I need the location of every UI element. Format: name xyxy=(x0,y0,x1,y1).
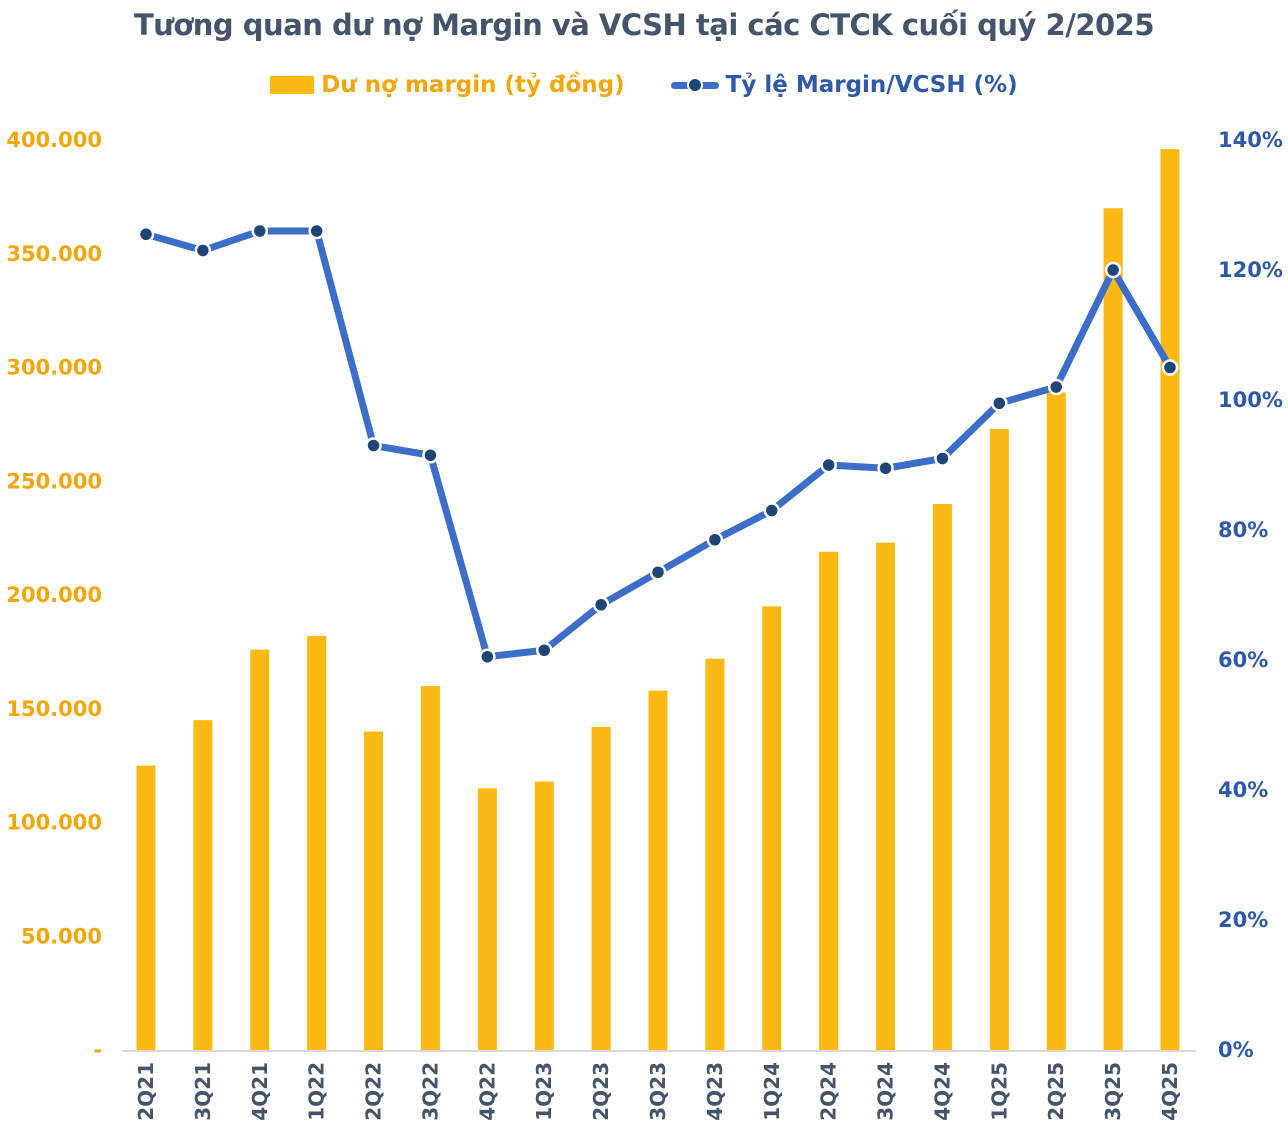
chart-title: Tương quan dư nợ Margin và VCSH tại các … xyxy=(133,8,1155,42)
left-axis-tick-label: 50.000 xyxy=(21,924,102,948)
legend-label-margin-debt: Dư nợ margin (tỷ đồng) xyxy=(321,72,625,98)
x-axis-tick-label-3Q24: 3Q24 xyxy=(874,1062,898,1121)
bar-4Q23 xyxy=(705,658,725,1050)
x-axis-tick-label-1Q22: 1Q22 xyxy=(305,1062,329,1121)
left-axis-tick-label: 250.000 xyxy=(6,469,102,493)
bar-2Q25 xyxy=(1046,392,1066,1050)
ratio-marker-1Q25 xyxy=(991,395,1008,412)
ratio-marker-1Q22 xyxy=(308,222,325,240)
bar-2Q21 xyxy=(136,765,156,1050)
bar-3Q25 xyxy=(1103,208,1123,1050)
ratio-marker-2Q21 xyxy=(137,226,155,243)
x-axis-tick-label-2Q21: 2Q21 xyxy=(134,1062,158,1121)
x-axis-tick-label-4Q23: 4Q23 xyxy=(703,1062,727,1121)
line-series-marker-dot xyxy=(686,77,703,93)
right-axis-tick-label: 60% xyxy=(1218,648,1268,672)
ratio-marker-3Q25 xyxy=(1104,261,1122,279)
x-axis-tick-label-3Q23: 3Q23 xyxy=(646,1062,670,1121)
left-axis-tick-label: 400.000 xyxy=(6,128,102,152)
bar-1Q25 xyxy=(989,428,1009,1050)
bar-2Q24 xyxy=(819,551,839,1050)
left-axis-tick-label: 150.000 xyxy=(6,697,102,721)
ratio-marker-1Q23 xyxy=(535,642,553,659)
legend-item-margin-vcsh-ratio: Tỷ lệ Margin/VCSH (%) xyxy=(670,72,1018,98)
ratio-marker-3Q24 xyxy=(877,460,894,477)
bar-3Q24 xyxy=(876,542,896,1050)
right-axis-tick-label: 20% xyxy=(1218,908,1268,932)
right-axis-tick-label: 140% xyxy=(1218,128,1283,152)
left-axis-tick-label: 100.000 xyxy=(6,811,102,835)
ratio-marker-2Q24 xyxy=(820,456,837,474)
bar-1Q22 xyxy=(307,635,327,1050)
line-series-swatch xyxy=(670,77,719,93)
ratio-marker-4Q25 xyxy=(1161,359,1179,376)
x-axis-tick-label-2Q25: 2Q25 xyxy=(1044,1062,1068,1121)
legend-item-margin-debt: Dư nợ margin (tỷ đồng) xyxy=(270,72,625,98)
left-axis-tick-label: 200.000 xyxy=(6,583,102,607)
x-axis-tick-label-2Q22: 2Q22 xyxy=(362,1062,386,1121)
x-axis-tick-label-3Q22: 3Q22 xyxy=(418,1062,442,1121)
x-axis-tick-label-1Q23: 1Q23 xyxy=(532,1062,556,1121)
right-axis-tick-label: 40% xyxy=(1218,778,1268,802)
ratio-marker-3Q21 xyxy=(194,242,212,259)
x-axis-tick-label-1Q24: 1Q24 xyxy=(760,1062,784,1121)
x-axis-tick-label-2Q24: 2Q24 xyxy=(817,1062,841,1121)
bar-1Q23 xyxy=(534,781,554,1050)
right-axis-tick-label: 0% xyxy=(1218,1038,1254,1062)
bar-2Q22 xyxy=(364,731,384,1050)
bar-3Q23 xyxy=(648,690,668,1050)
ratio-line xyxy=(142,227,1174,661)
legend-label-margin-vcsh-ratio: Tỷ lệ Margin/VCSH (%) xyxy=(725,72,1018,98)
left-axis-tick-label: 350.000 xyxy=(6,242,102,266)
chart-legend: Dư nợ margin (tỷ đồng) Tỷ lệ Margin/VCSH… xyxy=(0,72,1288,98)
ratio-marker-2Q25 xyxy=(1047,378,1065,396)
right-axis-tick-label: 100% xyxy=(1218,388,1283,412)
x-axis-tick-label-4Q21: 4Q21 xyxy=(248,1062,272,1121)
x-axis-tick-label-3Q25: 3Q25 xyxy=(1101,1062,1125,1121)
right-axis-tick-label: 120% xyxy=(1218,258,1283,282)
ratio-marker-2Q22 xyxy=(365,437,382,454)
ratio-marker-4Q23 xyxy=(706,531,724,548)
left-axis-tick-label: 300.000 xyxy=(6,356,102,380)
x-axis-tick-label-4Q22: 4Q22 xyxy=(475,1062,499,1121)
left-axis-tick-label: - xyxy=(93,1038,102,1062)
bar-4Q22 xyxy=(477,788,497,1050)
bar-1Q24 xyxy=(762,606,782,1050)
ratio-marker-2Q23 xyxy=(592,596,610,613)
x-axis-tick-label-4Q25: 4Q25 xyxy=(1158,1062,1182,1121)
bar-4Q21 xyxy=(250,649,270,1050)
bar-3Q21 xyxy=(193,720,213,1050)
x-axis-tick-label-1Q25: 1Q25 xyxy=(987,1062,1011,1121)
right-axis-tick-label: 80% xyxy=(1218,518,1268,542)
ratio-marker-4Q22 xyxy=(479,648,496,665)
ratio-marker-3Q22 xyxy=(422,447,439,464)
ratio-marker-1Q24 xyxy=(763,502,781,519)
x-axis-tick-label-3Q21: 3Q21 xyxy=(191,1062,215,1121)
ratio-marker-4Q21 xyxy=(251,222,269,240)
x-axis-tick-label-2Q23: 2Q23 xyxy=(589,1062,613,1121)
ratio-marker-4Q24 xyxy=(934,450,951,467)
ratio-marker-3Q23 xyxy=(649,564,667,581)
bar-2Q23 xyxy=(591,726,611,1050)
bar-4Q24 xyxy=(932,504,952,1050)
bar-series-swatch xyxy=(270,76,315,94)
bar-4Q25 xyxy=(1160,149,1180,1051)
x-axis-tick-label-4Q24: 4Q24 xyxy=(930,1062,954,1121)
bar-3Q22 xyxy=(420,686,440,1050)
